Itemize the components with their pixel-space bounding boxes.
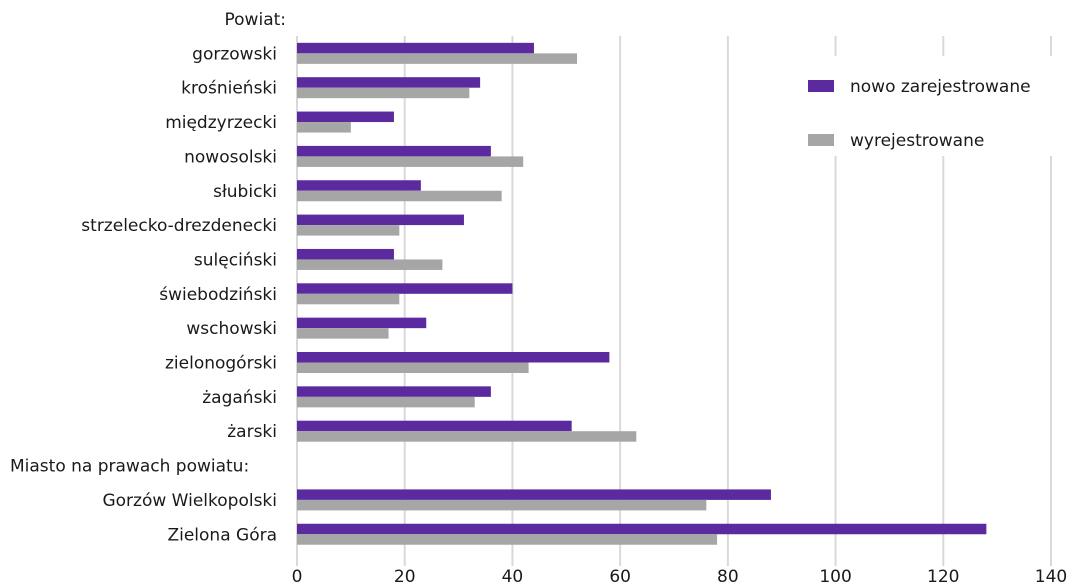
x-tick-label-120: 120: [927, 567, 959, 584]
bar-strzelecko-drezdenecki-wyrejestrowane: [297, 225, 400, 236]
category-label-sulecinski: sulęciński: [194, 250, 277, 270]
category-label-swiebodzinski: świebodziński: [159, 285, 277, 305]
x-tick-label-80: 80: [717, 567, 739, 584]
bars: [297, 42, 987, 545]
bar-miedzyrzecki-wyrejestrowane: [297, 122, 351, 133]
bar-swiebodzinski-wyrejestrowane: [297, 293, 400, 305]
group-header-miasto-na-prawach-powiatu: Miasto na prawach powiatu:: [10, 457, 249, 477]
x-tick-label-140: 140: [1035, 567, 1067, 584]
legend-swatch-wyrejestrowane: [808, 134, 834, 146]
bar-zielonogorski-nowo-zarejestrowane: [297, 352, 610, 363]
bar-zaganski-nowo-zarejestrowane: [297, 386, 491, 397]
bar-gorzowski-wyrejestrowane: [297, 53, 578, 64]
legend: nowo zarejestrowane wyrejestrowane: [800, 56, 1069, 156]
x-tick-label-40: 40: [502, 567, 524, 584]
category-label-gorzowski: gorzowski: [192, 44, 277, 64]
bar-zarski-wyrejestrowane: [297, 431, 637, 442]
bar-gorzow-wielkopolski-wyrejestrowane: [297, 499, 707, 511]
x-axis-ticks: 0 20 40 60 80 100 120 140: [292, 567, 1068, 584]
legend-swatch-nowo-zarejestrowane: [808, 80, 834, 92]
x-tick-label-60: 60: [609, 567, 631, 584]
bar-gorzow-wielkopolski-nowo-zarejestrowane: [297, 489, 771, 500]
group-header-powiat: Powiat:: [225, 10, 286, 30]
category-label-zarski: żarski: [227, 422, 277, 442]
bar-nowosolski-wyrejestrowane: [297, 156, 524, 167]
category-label-krosnienski: krośnieński: [181, 79, 277, 99]
category-label-miedzyrzecki: międzyrzecki: [165, 113, 277, 133]
category-labels: Powiat: gorzowski krośnieński międzyrzecki n…: [10, 10, 286, 545]
x-tick-label-0: 0: [292, 567, 303, 584]
bar-zarski-nowo-zarejestrowane: [297, 420, 572, 432]
bar-zaganski-wyrejestrowane: [297, 396, 475, 408]
bar-krosnienski-wyrejestrowane: [297, 87, 470, 99]
bar-sulecinski-nowo-zarejestrowane: [297, 248, 394, 260]
x-tick-label-100: 100: [819, 567, 851, 584]
legend-label-nowo-zarejestrowane: nowo zarejestrowane: [850, 77, 1031, 97]
legend-label-wyrejestrowane: wyrejestrowane: [850, 131, 984, 151]
category-label-slubicki: słubicki: [213, 182, 277, 202]
bar-zielonogorski-wyrejestrowane: [297, 362, 529, 373]
bar-strzelecko-drezdenecki-nowo-zarejestrowane: [297, 214, 464, 226]
category-label-strzelecko-drezdenecki: strzelecko-drezdenecki: [81, 216, 277, 236]
bar-sulecinski-wyrejestrowane: [297, 259, 443, 270]
bar-gorzowski-nowo-zarejestrowane: [297, 42, 534, 54]
category-label-wschowski: wschowski: [186, 319, 277, 339]
category-label-nowosolski: nowosolski: [184, 147, 277, 167]
bar-wschowski-wyrejestrowane: [297, 328, 389, 339]
bar-slubicki-nowo-zarejestrowane: [297, 180, 421, 191]
category-label-gorzow-wielkopolski: Gorzów Wielkopolski: [102, 491, 277, 511]
bar-swiebodzinski-nowo-zarejestrowane: [297, 283, 513, 294]
bar-nowosolski-nowo-zarejestrowane: [297, 145, 491, 157]
category-label-zielonogorski: zielonogórski: [165, 354, 277, 374]
bar-miedzyrzecki-nowo-zarejestrowane: [297, 111, 394, 123]
bar-krosnienski-nowo-zarejestrowane: [297, 77, 481, 88]
x-tick-label-20: 20: [394, 567, 416, 584]
category-label-zielona-gora: Zielona Góra: [167, 525, 277, 545]
bar-zielona-gora-wyrejestrowane: [297, 534, 718, 545]
bar-wschowski-nowo-zarejestrowane: [297, 317, 427, 329]
category-label-zaganski: żagański: [202, 388, 277, 408]
bar-zielona-gora-nowo-zarejestrowane: [297, 523, 987, 535]
bar-slubicki-wyrejestrowane: [297, 190, 502, 202]
